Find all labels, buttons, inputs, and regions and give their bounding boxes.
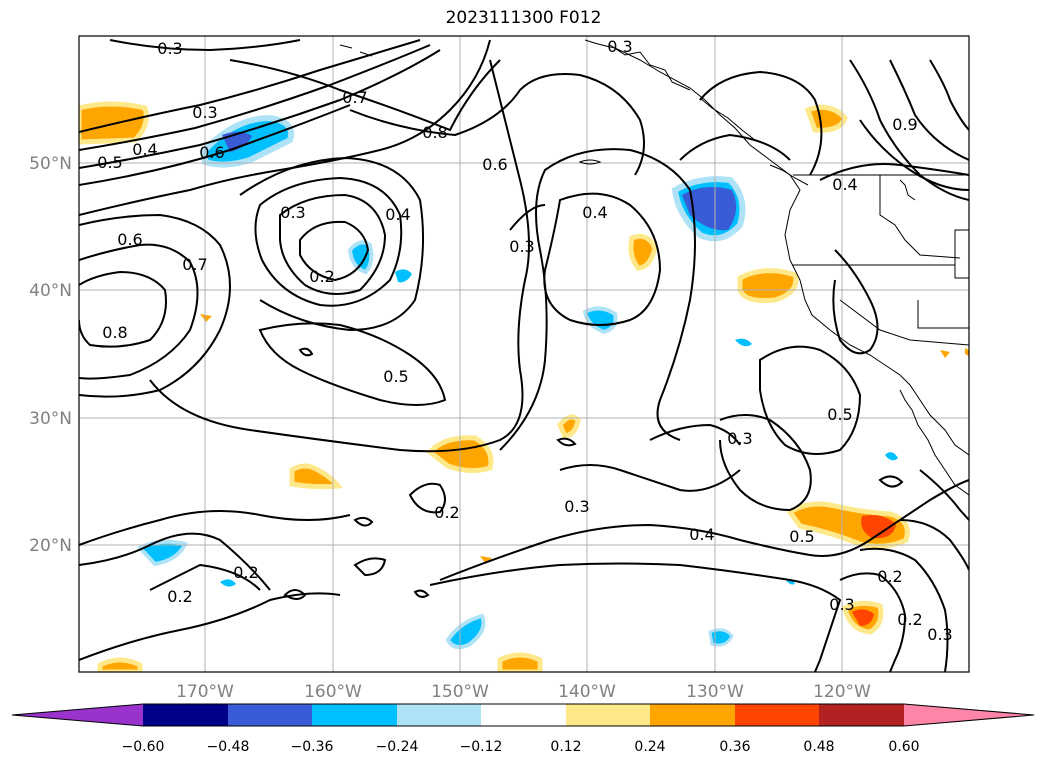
- contour-label: 0.3: [192, 103, 217, 122]
- contour-lines: [79, 39, 969, 672]
- contour-label: 0.6: [199, 143, 224, 162]
- contour-label: 0.2: [897, 610, 922, 629]
- colorbar-tick-labels: −0.60 −0.48 −0.36 −0.24 −0.12 0.12 0.24 …: [122, 739, 920, 755]
- lon-label: 130°W: [686, 682, 744, 702]
- contour-label: 0.2: [167, 587, 192, 606]
- contour-label: 0.4: [385, 205, 410, 224]
- lat-label: 40°N: [29, 281, 72, 301]
- map-title: 2023111300 F012: [445, 8, 602, 28]
- contour-label: 0.6: [117, 230, 142, 249]
- negative-anomaly-patches: [136, 114, 898, 650]
- contour-label: 0.7: [182, 255, 207, 274]
- contour-label: 0.2: [877, 567, 902, 586]
- colorbar-tick: −0.36: [291, 739, 334, 755]
- colorbar-segment: [312, 704, 397, 726]
- contour-label: 0.5: [789, 527, 814, 546]
- colorbar-segment: [904, 704, 1034, 726]
- colorbar-tick: −0.48: [207, 739, 250, 755]
- colorbar-segment: [12, 704, 143, 726]
- contour-label: 0.8: [422, 123, 447, 142]
- contour-label: 0.8: [102, 323, 127, 342]
- coastlines: [339, 39, 969, 496]
- lon-label: 120°W: [813, 682, 871, 702]
- contour-label: 0.4: [832, 175, 857, 194]
- latitude-labels: 50°N 40°N 30°N 20°N: [29, 154, 72, 556]
- colorbar-segment: [143, 704, 228, 726]
- contour-label: 0.3: [280, 203, 305, 222]
- contour-label: 0.3: [157, 39, 182, 58]
- contour-label: 0.5: [97, 153, 122, 172]
- contour-label: 0.4: [582, 203, 607, 222]
- contour-label: 0.5: [383, 367, 408, 386]
- colorbar-outline: [11, 703, 1035, 727]
- contour-label: 0.3: [509, 237, 534, 256]
- colorbar: −0.60 −0.48 −0.36 −0.24 −0.12 0.12 0.24 …: [11, 703, 1035, 755]
- longitude-labels: 170°W 160°W 150°W 140°W 130°W 120°W: [176, 682, 871, 702]
- contour-label: 0.4: [689, 525, 714, 544]
- contour-label: 0.5: [827, 405, 852, 424]
- lon-label: 170°W: [176, 682, 234, 702]
- lon-label: 160°W: [304, 682, 362, 702]
- contour-label: 0.3: [927, 625, 952, 644]
- lon-label: 140°W: [558, 682, 616, 702]
- colorbar-tick: −0.12: [460, 739, 503, 755]
- colorbar-tick: 0.12: [550, 739, 581, 755]
- colorbar-segment: [735, 704, 819, 726]
- lon-label: 150°W: [431, 682, 489, 702]
- contour-label: 0.7: [342, 88, 367, 107]
- colorbar-tick: 0.24: [634, 739, 665, 755]
- contour-label: 0.2: [434, 503, 459, 522]
- map-frame: [78, 35, 970, 673]
- colorbar-tick: −0.60: [122, 739, 165, 755]
- contour-label: 0.9: [892, 115, 917, 134]
- contour-label: 0.3: [564, 497, 589, 516]
- map-plot: 0.3 0.3 0.5 0.4 0.6 0.7 0.8 0.6 0.3 0.4 …: [79, 36, 969, 672]
- contour-value-labels: 0.3 0.3 0.5 0.4 0.6 0.7 0.8 0.6 0.3 0.4 …: [97, 37, 952, 644]
- contour-label: 0.2: [233, 563, 258, 582]
- colorbar-segment: [481, 704, 566, 726]
- lat-label: 30°N: [29, 409, 72, 429]
- contour-label: 0.2: [309, 267, 334, 286]
- contour-label: 0.6: [482, 155, 507, 174]
- colorbar-segment: [228, 704, 312, 726]
- colorbar-segment: [650, 704, 735, 726]
- colorbar-segment: [819, 704, 904, 726]
- contour-label: 0.3: [829, 595, 854, 614]
- contour-label: 0.4: [132, 140, 157, 159]
- lat-label: 50°N: [29, 154, 72, 174]
- colorbar-tick: −0.24: [376, 739, 419, 755]
- colorbar-segments: [11, 703, 1035, 727]
- colorbar-tick: 0.36: [719, 739, 750, 755]
- contour-label: 0.3: [607, 37, 632, 56]
- lat-label: 20°N: [29, 536, 72, 556]
- contour-label: 0.3: [727, 429, 752, 448]
- colorbar-tick: 0.48: [803, 739, 834, 755]
- colorbar-segment: [397, 704, 481, 726]
- colorbar-tick: 0.60: [888, 739, 919, 755]
- colorbar-segment: [566, 704, 650, 726]
